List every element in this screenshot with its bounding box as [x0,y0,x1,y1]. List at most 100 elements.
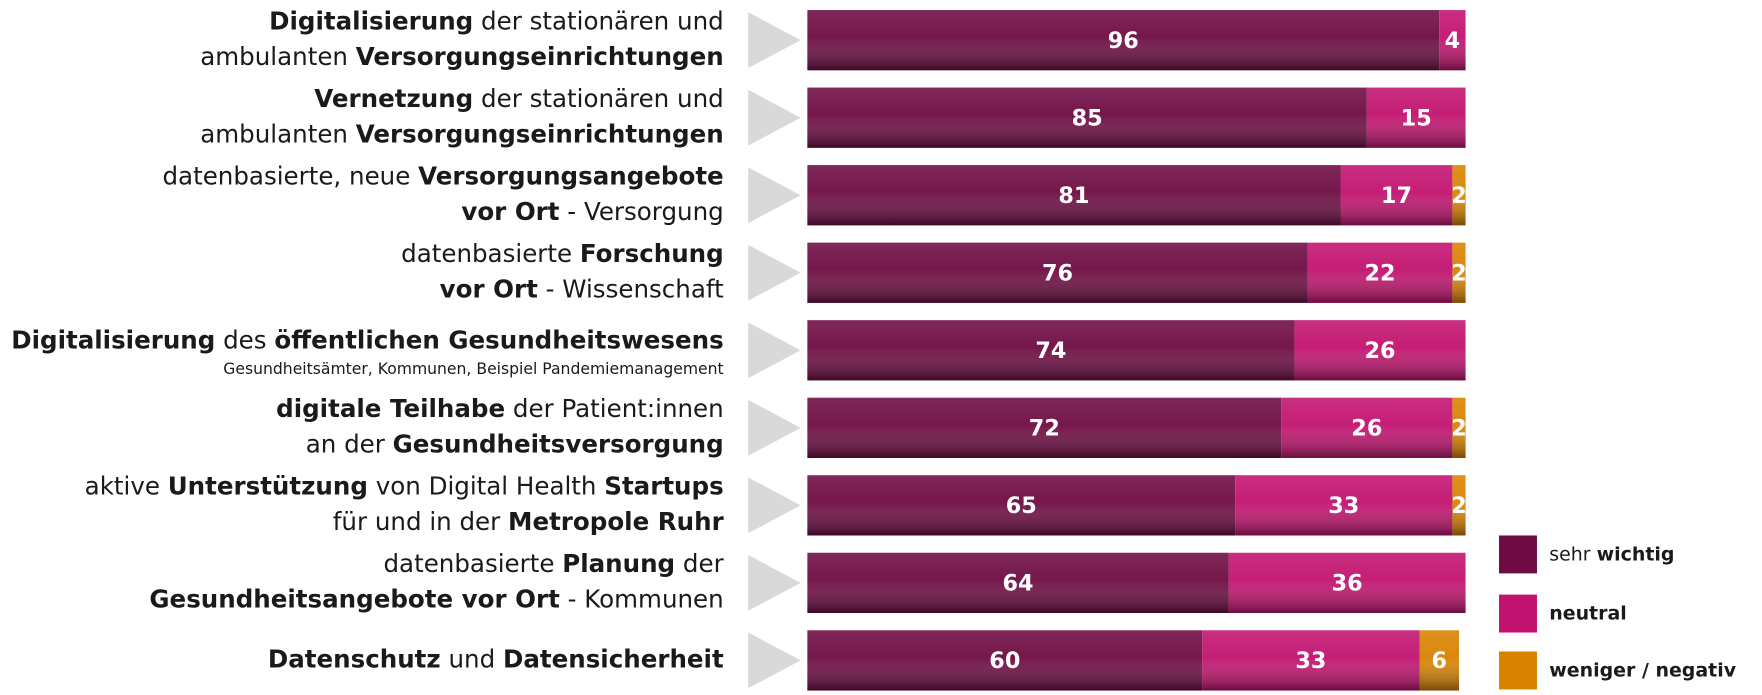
bar-shade [1452,242,1466,303]
value-label: 17 [1381,183,1412,209]
label-part: Digitalisierung [11,325,215,354]
legend-swatch [1499,594,1537,633]
label: für und in der Metropole Ruhr [333,507,725,536]
bar-shade [1202,630,1420,691]
arrow [748,322,801,379]
label-part: von Digital Health [368,472,604,501]
label: sehr wichtig [1549,543,1674,565]
value-label: 4 [1445,28,1461,54]
label-part: des [215,325,274,354]
label-part: - Versorgung [560,197,724,226]
label-part: Startups [604,472,723,501]
bar-shade [1366,87,1466,148]
value-label: 36 [1332,571,1363,597]
value-label: 65 [1006,493,1037,519]
label: Vernetzung der stationären und [314,84,723,113]
label-part: Gesundheitsversorgung [393,430,724,459]
label-part: an der [306,430,393,459]
bar-shade [807,165,1341,226]
value-label: 33 [1328,493,1359,519]
arrow [748,167,801,224]
label-part: ambulanten [200,120,356,149]
value-label: 15 [1401,105,1432,131]
value-label: 2 [1451,260,1467,286]
label: vor Ort - Versorgung [461,197,723,226]
label-part: der stationären und [473,84,723,113]
label: ambulanten Versorgungseinrichtungen [200,120,723,149]
bar-shade [807,242,1308,303]
value-label: 60 [989,648,1020,674]
label-part: neutral [1549,602,1627,624]
label: weniger / negativ [1549,659,1737,681]
bar-shade [1294,320,1466,381]
label-part: - Kommunen [560,585,724,614]
label-part: weniger / negativ [1549,659,1737,681]
label: digitale Teilhabe der Patient:innen [276,394,724,423]
bar-shade [1307,242,1453,303]
label-part: der Patient:innen [505,394,724,423]
label-part: Unterstützung [168,472,368,501]
label: neutral [1549,602,1627,624]
value-label: 81 [1058,183,1089,209]
value-label: 6 [1431,648,1447,674]
bar-shade [1452,397,1466,458]
bar-shade [807,87,1367,148]
bar-shade [1419,630,1459,691]
bar-shade [1452,475,1466,536]
arrow [748,399,801,456]
arrow [748,244,801,301]
value-label: 22 [1364,260,1395,286]
label: aktive Unterstützung von Digital Health … [85,472,724,501]
label-part: wichtig [1597,543,1675,565]
value-label: 96 [1108,28,1139,54]
label-part: öffentlichen Gesundheitswesens [274,325,723,354]
label: Datenschutz und Datensicherheit [268,644,724,673]
label-part: datenbasierte [383,549,562,578]
label-part: - Wissenschaft [538,275,724,304]
label: vor Ort - Wissenschaft [440,275,724,304]
value-label: 26 [1364,338,1395,364]
label-part: vor Ort [440,275,538,304]
label-part: Versorgungseinrichtungen [356,42,724,71]
bar-shade [807,397,1282,458]
label-part: datenbasierte, neue [162,161,418,190]
value-label: 72 [1029,415,1060,441]
label-part: ambulanten [200,42,356,71]
bar-shade [1452,165,1466,226]
label-part: Gesundheitsangebote vor Ort [149,585,560,614]
value-label: 26 [1351,415,1382,441]
label-part: Metropole Ruhr [508,507,725,536]
label: Gesundheitsangebote vor Ort - Kommunen [149,585,723,614]
bar-shade [1340,165,1453,226]
arrow [748,632,801,689]
legend-swatch [1499,651,1537,690]
arrow [748,89,801,146]
value-label: 2 [1451,415,1467,441]
label-part: Digitalisierung [269,6,473,35]
label-part: vor Ort [461,197,559,226]
bar-shade [807,630,1203,691]
bar-shade [807,10,1440,71]
label-part: der [675,549,724,578]
bar-shade [807,552,1229,614]
label-part: Versorgungseinrichtungen [356,120,724,149]
value-label: 64 [1002,571,1033,597]
label: Digitalisierung der stationären und [269,6,724,35]
label: datenbasierte, neue Versorgungsangebote [162,161,723,190]
bar-shade [807,475,1236,536]
bar-shade [1228,552,1466,614]
label-part: und [441,644,503,673]
bar-shade [807,320,1295,381]
bar-shade [1281,397,1453,458]
label-part: datenbasierte [401,239,580,268]
value-label: 74 [1035,338,1066,364]
category-note: Gesundheitsämter, Kommunen, Beispiel Pan… [223,360,723,378]
label-part: sehr [1549,543,1596,565]
bar-shade [1235,475,1453,536]
value-label: 2 [1451,493,1467,519]
arrow [748,477,801,534]
label: datenbasierte Forschung [401,239,724,268]
label: Digitalisierung des öffentlichen Gesundh… [11,325,723,354]
arrow [748,554,801,611]
